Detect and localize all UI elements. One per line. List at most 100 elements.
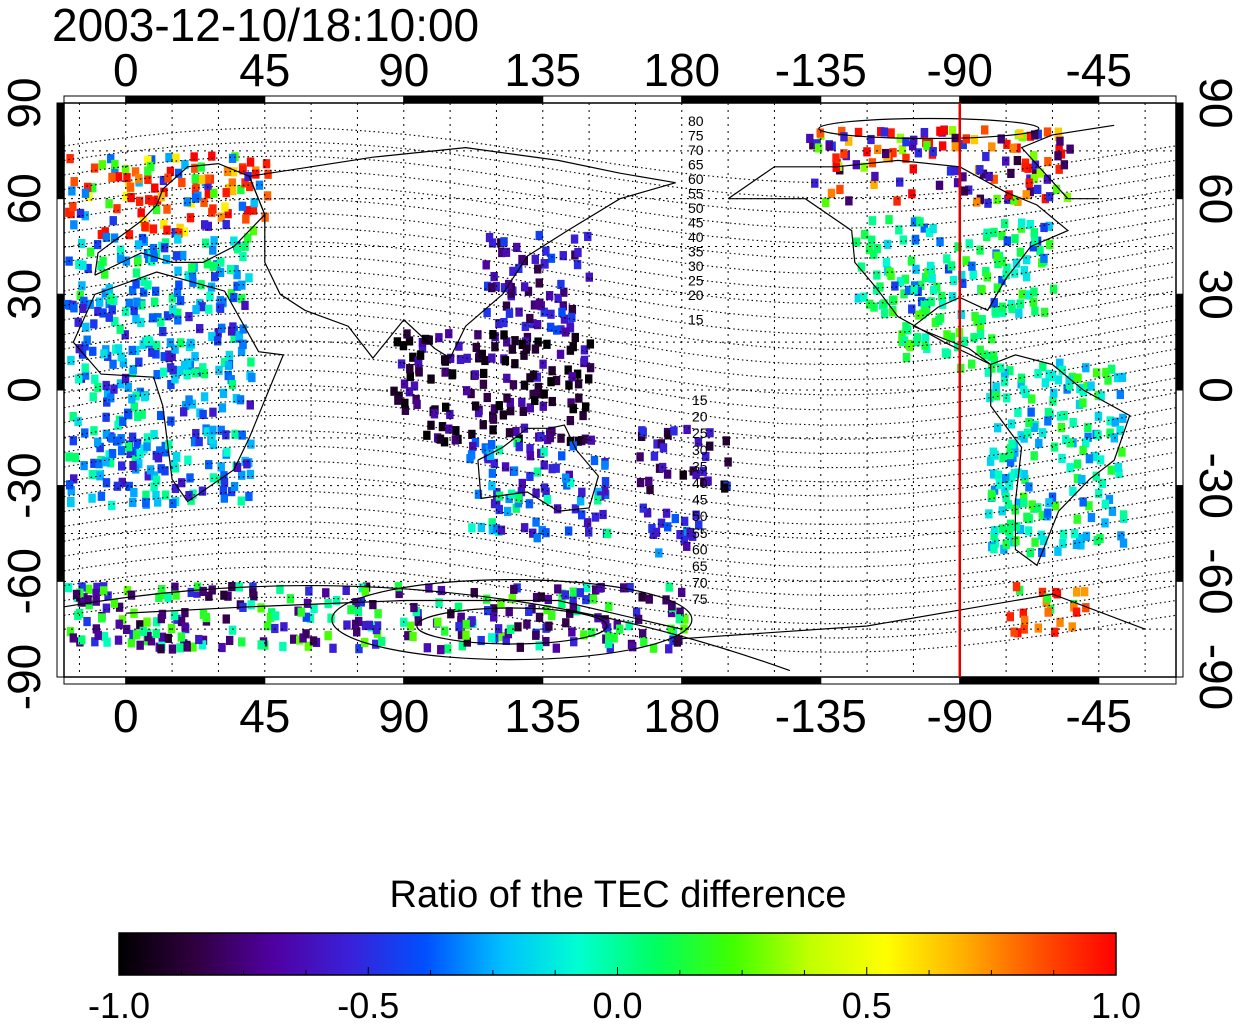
tec-cell [451, 435, 460, 445]
tec-cell [140, 287, 148, 297]
tec-cell [197, 162, 205, 172]
tec-cell [102, 457, 110, 467]
tec-cell [217, 212, 226, 222]
tec-cell [1070, 602, 1078, 612]
tec-cell [1027, 394, 1036, 404]
tec-cell [117, 352, 125, 362]
tec-cell [136, 620, 144, 630]
tec-cell [663, 522, 672, 532]
tec-cell [488, 525, 497, 535]
contour-line [64, 255, 1176, 320]
tec-cell [130, 487, 138, 498]
tec-cell [204, 180, 212, 190]
tec-cell [468, 523, 476, 533]
tec-cell [108, 448, 117, 459]
coastline [477, 424, 600, 512]
tec-cell [206, 291, 214, 301]
tec-cell [1008, 304, 1016, 314]
right-latitude-labels: 90 60 30 0 -30 -60 -90 [1190, 77, 1240, 710]
tec-cell [948, 292, 957, 302]
tec-cell [204, 189, 213, 199]
tec-cell [548, 396, 556, 407]
tec-cell [1116, 389, 1125, 400]
tec-cell [509, 380, 518, 390]
tec-cell [121, 164, 130, 175]
tec-cell [122, 624, 131, 635]
tec-cell [95, 297, 104, 307]
tec-cell [230, 236, 238, 246]
tec-cell [188, 263, 196, 273]
tec-cell [230, 292, 238, 303]
tec-cell [958, 270, 966, 281]
tec-cell [205, 591, 213, 601]
tec-cell [104, 351, 112, 361]
tec-cell [569, 441, 578, 451]
tec-cell [154, 453, 163, 463]
contour-label: 80 [688, 113, 704, 129]
tec-cell [69, 633, 78, 643]
contour-label: 25 [688, 273, 704, 289]
tec-cell [160, 219, 168, 229]
axis-bar-segment [959, 676, 1100, 685]
tec-cell [490, 404, 499, 414]
tec-cell [1023, 512, 1031, 522]
tec-cell [923, 141, 931, 151]
tec-cell [1038, 510, 1046, 520]
lat-label-right: -30 [1190, 452, 1240, 518]
tec-cell [814, 143, 823, 153]
tec-cell [816, 128, 824, 138]
tec-cell [425, 583, 433, 593]
tec-cell [898, 145, 907, 155]
tec-cell [999, 307, 1007, 317]
tec-cell [1073, 514, 1081, 524]
tec-cell [483, 281, 492, 291]
contour-label: 35 [692, 458, 708, 474]
tec-cell [902, 153, 910, 163]
tec-cell [257, 640, 265, 650]
tec-cell [526, 444, 534, 454]
tec-cell [123, 586, 132, 596]
tec-cell [437, 645, 445, 655]
bottom-longitude-labels: 0 45 90 135 180 -135 -90 -45 [113, 690, 1132, 742]
tec-cell [1049, 396, 1057, 406]
tec-cell [1046, 239, 1054, 250]
tec-cell [695, 520, 703, 530]
tec-cell [840, 149, 848, 159]
tec-cell [994, 470, 1003, 480]
tec-cell [434, 617, 442, 627]
tec-cell [1097, 391, 1105, 401]
tec-cell [959, 172, 967, 182]
tec-cell [507, 288, 515, 298]
tec-cell [574, 247, 582, 258]
tec-cell [649, 643, 658, 653]
tec-cell [69, 436, 78, 446]
tec-cell [193, 588, 201, 598]
tec-cell [187, 587, 196, 598]
tec-cell [639, 503, 647, 513]
tec-cell [114, 172, 123, 182]
tec-cell [189, 642, 197, 652]
tec-cell [1057, 423, 1066, 433]
tec-cell [110, 233, 119, 243]
tec-cell [1014, 407, 1022, 417]
tec-cell [1106, 428, 1114, 438]
tec-cell [503, 393, 511, 403]
tec-cell [198, 302, 206, 312]
tec-cell [1082, 531, 1091, 541]
lon-label-top: -90 [927, 44, 993, 96]
tec-cell [102, 429, 111, 439]
tec-cell [139, 340, 147, 350]
tec-cell [495, 401, 503, 411]
tec-cell [127, 590, 136, 600]
tec-cell [1021, 162, 1029, 172]
tec-cell [134, 240, 143, 250]
tec-cell [208, 585, 216, 595]
tec-cell [102, 478, 111, 488]
tec-cell [1013, 155, 1022, 166]
tec-cell [186, 213, 195, 223]
tec-cell [981, 350, 989, 360]
tec-cell [1101, 499, 1110, 509]
tec-cell [427, 420, 435, 430]
lon-label-top: 180 [643, 44, 720, 96]
tec-cell [1025, 178, 1033, 188]
